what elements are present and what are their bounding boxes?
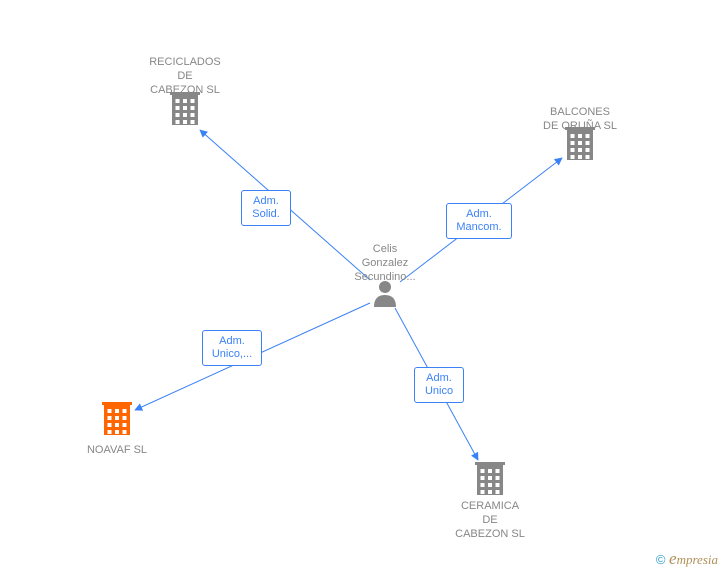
watermark: © empresia (656, 549, 718, 569)
company-node-label: BALCONES DE ORUÑA SL (515, 106, 645, 134)
center-node-label: Celis Gonzalez Secundino... (335, 243, 435, 284)
company-node-label: CERAMICA DE CABEZON SL (425, 500, 555, 541)
person-icon (374, 281, 396, 307)
edge-label: Adm. Mancom. (446, 203, 512, 239)
company-node-label: NOAVAF SL (57, 444, 177, 458)
edge-label: Adm. Solid. (241, 190, 291, 226)
edge-label: Adm. Unico (414, 367, 464, 403)
copyright-symbol: © (656, 552, 666, 567)
building-icon (475, 462, 505, 495)
building-icon (102, 402, 132, 435)
company-node-label: RECICLADOS DE CABEZON SL (125, 56, 245, 97)
diagram-canvas (0, 0, 728, 575)
brand-text: empresia (669, 552, 718, 567)
edge-label: Adm. Unico,... (202, 330, 262, 366)
